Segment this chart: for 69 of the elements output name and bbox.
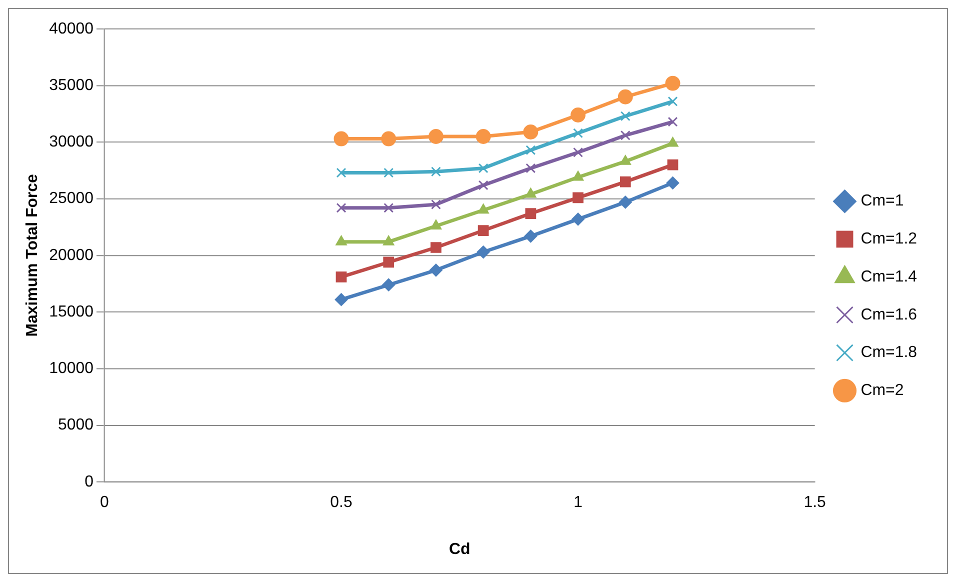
- point: [336, 235, 347, 246]
- point: [667, 136, 678, 147]
- point: [668, 96, 678, 106]
- point: [572, 212, 585, 226]
- point: [525, 188, 536, 198]
- point: [334, 131, 349, 146]
- point: [336, 272, 347, 282]
- point: [620, 176, 631, 188]
- x-axis-title: Cd: [449, 540, 470, 558]
- point: [478, 180, 488, 190]
- point: [525, 208, 536, 219]
- y-axis-title: Maximum Total Force: [24, 174, 41, 337]
- x-tick-label: 0.5: [330, 494, 352, 511]
- point: [526, 145, 536, 156]
- point: [618, 89, 633, 104]
- point: [668, 116, 678, 127]
- point: [381, 131, 396, 146]
- point: [573, 147, 584, 158]
- point: [382, 235, 394, 246]
- point: [430, 220, 442, 230]
- x-tick-label: 1.5: [804, 494, 826, 511]
- y-tick-label: 25000: [49, 190, 94, 208]
- point: [334, 293, 348, 306]
- point: [478, 225, 489, 236]
- point: [429, 264, 442, 277]
- y-tick-label: 0: [84, 473, 94, 490]
- point: [620, 111, 630, 122]
- point: [478, 204, 490, 214]
- legend-label: Cm=1: [860, 192, 904, 210]
- x-tick-label: 1: [574, 494, 583, 511]
- point: [384, 168, 394, 178]
- legend-label: Cm=1.2: [860, 230, 918, 248]
- point: [478, 163, 488, 174]
- y-tick-label: 15000: [49, 303, 94, 320]
- point: [336, 202, 346, 213]
- y-tick-label: 5000: [58, 416, 94, 434]
- point: [384, 202, 394, 213]
- point: [476, 246, 490, 259]
- point: [523, 124, 538, 140]
- point: [618, 196, 632, 209]
- point: [526, 163, 536, 174]
- point: [524, 230, 538, 243]
- point: [620, 154, 632, 165]
- point: [476, 129, 491, 144]
- point: [336, 168, 346, 178]
- point: [430, 242, 442, 253]
- point: [666, 176, 680, 190]
- point: [430, 166, 441, 177]
- legend-label: Cm=2: [860, 382, 904, 400]
- y-tick-label: 20000: [49, 246, 94, 264]
- point: [382, 278, 396, 292]
- y-tick-label: 10000: [49, 360, 94, 378]
- y-tick-label: 30000: [49, 134, 94, 151]
- point: [428, 129, 444, 144]
- legend-label: Cm=1.4: [860, 268, 918, 286]
- point: [665, 76, 680, 91]
- legend-label: Cm=1.8: [860, 344, 918, 362]
- point: [573, 128, 584, 138]
- point: [572, 170, 584, 181]
- y-tick-label: 35000: [49, 76, 94, 94]
- point: [430, 199, 441, 210]
- point: [570, 108, 586, 122]
- point: [383, 256, 394, 268]
- point: [667, 159, 678, 170]
- point: [572, 192, 584, 204]
- x-tick-label: 0: [100, 494, 110, 511]
- legend-label: Cm=1.6: [860, 306, 918, 324]
- y-tick-label: 40000: [49, 20, 94, 38]
- point: [620, 130, 630, 140]
